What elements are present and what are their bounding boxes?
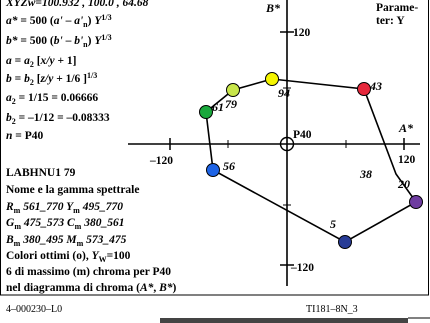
footer-left-code: 4–000230–L0 xyxy=(6,304,62,315)
b-axis-label: B* xyxy=(265,1,281,15)
xyz-white-line: XYZw=100.932 , 100.0 , 64.68 xyxy=(5,0,149,9)
point-43-marker xyxy=(357,82,371,96)
point-5-label: 5 xyxy=(330,217,336,231)
info-line-r-y: Rm 561_770 Ym 495_770 xyxy=(5,201,123,215)
parameter-label: Parame- xyxy=(376,2,418,14)
point-38-label: 38 xyxy=(359,167,372,181)
point-5-marker xyxy=(338,235,352,249)
point-94: 94 xyxy=(265,72,290,100)
point-94-marker xyxy=(265,72,279,86)
formula-a-star: a* = 500 (a' – a'n) Y1/3 xyxy=(6,13,112,29)
info-line-g-c: Gm 475_573 Cm 380_561 xyxy=(6,217,124,231)
point-56-label: 56 xyxy=(223,159,235,173)
info-line-gamut: Nome e la gamma spettrale xyxy=(6,184,140,196)
tick-label-b-minus120: –120 xyxy=(290,262,314,274)
point-61: 61 xyxy=(199,100,224,119)
point-79-marker xyxy=(226,83,240,97)
info-line-diagram: nel diagramma di chroma (A*, B*) xyxy=(6,282,177,294)
chroma-points: 94 79 61 56 5 20 38 43 xyxy=(199,72,423,249)
parameter-value: ter: Y xyxy=(376,15,405,27)
point-20-label: 20 xyxy=(397,177,410,191)
formula-b: b = b2 [z/y + 1/6 ]1/3 xyxy=(6,71,97,87)
formula-a2: a2 = 1/15 = 0.06666 xyxy=(6,92,98,106)
formula-block: a* = 500 (a' – a'n) Y1/3 b* = 500 (b' – … xyxy=(6,13,112,142)
point-20: 20 xyxy=(397,177,423,209)
point-79-label: 79 xyxy=(225,97,237,111)
formula-a: a = a2 [x/y + 1] xyxy=(6,55,76,69)
a-axis-label: A* xyxy=(398,121,414,135)
info-line-max: 6 di massimo (m) chroma per P40 xyxy=(6,266,171,278)
point-43-label: 43 xyxy=(369,79,382,93)
formula-b2: b2 = –1/12 = –0.08333 xyxy=(6,112,110,126)
footer-gray-bar xyxy=(160,318,408,323)
point-56-marker xyxy=(206,163,220,177)
point-5: 5 xyxy=(330,217,352,249)
gamut-polygon xyxy=(205,78,418,243)
point-20-marker xyxy=(409,195,423,209)
point-61-label: 61 xyxy=(212,100,224,114)
info-block: LABHNU1 79 Nome e la gamma spettrale Rm … xyxy=(5,167,177,294)
tick-label-a-minus120: –120 xyxy=(149,155,173,167)
footer-right-code: TI181–8N_3 xyxy=(306,304,358,315)
info-line-b-m: Bm 380_495 Mm 573_475 xyxy=(5,234,127,248)
center-marker xyxy=(279,136,295,152)
point-79: 79 xyxy=(225,83,240,111)
tick-label-b-120: 120 xyxy=(293,27,311,39)
info-title: LABHNU1 79 xyxy=(6,167,76,179)
point-56: 56 xyxy=(206,159,235,177)
point-38: 38 xyxy=(359,167,372,181)
axes: B* A* 120 –120 –120 120 P40 xyxy=(128,0,420,286)
formula-b-star: b* = 500 (b' – b'n) Y1/3 xyxy=(6,33,112,49)
diagram-frame xyxy=(0,0,429,296)
tick-label-a-120: 120 xyxy=(398,154,416,166)
formula-n: n = P40 xyxy=(6,130,43,142)
point-43: 43 xyxy=(357,79,382,96)
info-line-optimal: Colori ottimi (o), YW=100 xyxy=(6,250,131,264)
point-61-marker xyxy=(199,105,213,119)
point-94-label: 94 xyxy=(278,86,290,100)
center-label: P40 xyxy=(293,129,312,141)
